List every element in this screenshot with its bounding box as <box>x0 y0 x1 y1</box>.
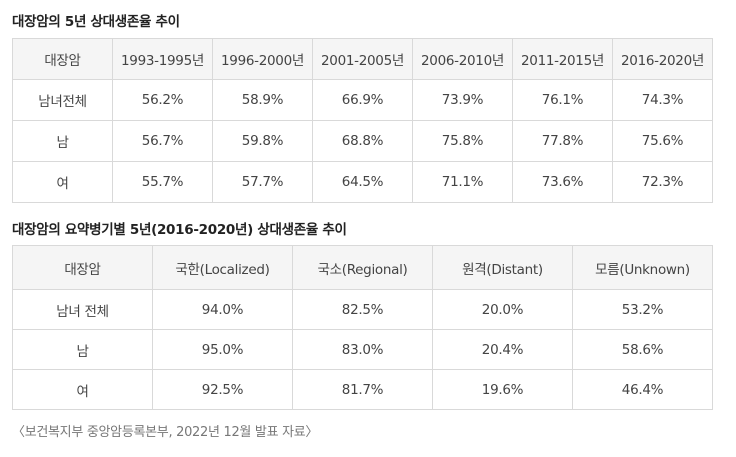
value-cell: 92.5% <box>152 369 293 410</box>
table-row: 남 95.0% 83.0% 20.4% 58.6% <box>12 329 713 370</box>
value-cell: 56.2% <box>112 79 213 121</box>
row-label-cell: 여 <box>12 369 153 410</box>
value-cell: 71.1% <box>412 161 513 203</box>
value-cell: 55.7% <box>112 161 213 203</box>
value-cell: 73.9% <box>412 79 513 121</box>
row-label-cell: 남 <box>12 120 113 162</box>
source-note: 〈보건복지부 중앙암등록본부, 2022년 12월 발표 자료〉 <box>12 425 319 440</box>
value-cell: 81.7% <box>292 369 433 410</box>
value-cell: 53.2% <box>572 289 713 330</box>
table-row: 여 92.5% 81.7% 19.6% 46.4% <box>12 369 713 410</box>
survival-rate-trend-table: 대장암 1993-1995년 1996-2000년 2001-2005년 200… <box>12 38 713 203</box>
value-cell: 59.8% <box>212 120 313 162</box>
header-cell: 2001-2005년 <box>312 38 413 80</box>
header-cell: 국한(Localized) <box>152 245 293 290</box>
row-label-cell: 남녀전체 <box>12 79 113 121</box>
header-cell: 대장암 <box>12 38 113 80</box>
header-cell: 원격(Distant) <box>432 245 573 290</box>
value-cell: 58.6% <box>572 329 713 370</box>
value-cell: 66.9% <box>312 79 413 121</box>
table-row: 남녀전체 56.2% 58.9% 66.9% 73.9% 76.1% 74.3% <box>12 79 713 121</box>
value-cell: 64.5% <box>312 161 413 203</box>
table-row: 남녀 전체 94.0% 82.5% 20.0% 53.2% <box>12 289 713 330</box>
value-cell: 74.3% <box>612 79 713 121</box>
value-cell: 76.1% <box>512 79 613 121</box>
header-cell: 국소(Regional) <box>292 245 433 290</box>
value-cell: 20.0% <box>432 289 573 330</box>
value-cell: 73.6% <box>512 161 613 203</box>
value-cell: 94.0% <box>152 289 293 330</box>
value-cell: 46.4% <box>572 369 713 410</box>
value-cell: 77.8% <box>512 120 613 162</box>
value-cell: 82.5% <box>292 289 433 330</box>
value-cell: 75.6% <box>612 120 713 162</box>
row-label-cell: 여 <box>12 161 113 203</box>
header-cell: 모름(Unknown) <box>572 245 713 290</box>
value-cell: 75.8% <box>412 120 513 162</box>
header-cell: 1996-2000년 <box>212 38 313 80</box>
section-title-stage-survival: 대장암의 요약병기별 5년(2016-2020년) 상대생존율 추이 <box>12 222 347 238</box>
value-cell: 56.7% <box>112 120 213 162</box>
table-header-row: 대장암 국한(Localized) 국소(Regional) 원격(Distan… <box>12 245 713 290</box>
header-cell: 대장암 <box>12 245 153 290</box>
value-cell: 72.3% <box>612 161 713 203</box>
value-cell: 83.0% <box>292 329 433 370</box>
value-cell: 20.4% <box>432 329 573 370</box>
value-cell: 19.6% <box>432 369 573 410</box>
row-label-cell: 남녀 전체 <box>12 289 153 330</box>
table-row: 남 56.7% 59.8% 68.8% 75.8% 77.8% 75.6% <box>12 120 713 162</box>
row-label-cell: 남 <box>12 329 153 370</box>
value-cell: 58.9% <box>212 79 313 121</box>
value-cell: 57.7% <box>212 161 313 203</box>
table-header-row: 대장암 1993-1995년 1996-2000년 2001-2005년 200… <box>12 38 713 80</box>
header-cell: 2016-2020년 <box>612 38 713 80</box>
header-cell: 2006-2010년 <box>412 38 513 80</box>
section-title-survival-trend: 대장암의 5년 상대생존율 추이 <box>12 14 180 30</box>
header-cell: 1993-1995년 <box>112 38 213 80</box>
value-cell: 95.0% <box>152 329 293 370</box>
table-row: 여 55.7% 57.7% 64.5% 71.1% 73.6% 72.3% <box>12 161 713 203</box>
value-cell: 68.8% <box>312 120 413 162</box>
header-cell: 2011-2015년 <box>512 38 613 80</box>
stage-survival-rate-table: 대장암 국한(Localized) 국소(Regional) 원격(Distan… <box>12 245 713 410</box>
